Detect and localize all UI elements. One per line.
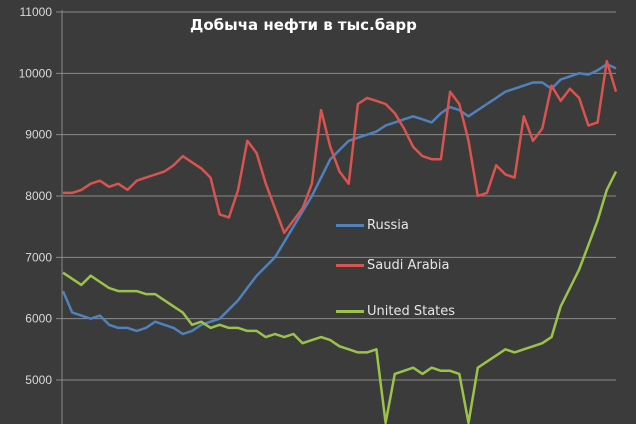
legend-label: Saudi Arabia [367,258,450,273]
series-lines [61,59,618,424]
y-tick-label: 6000 [25,312,52,326]
legend-item-saudi-arabia: Saudi Arabia [336,258,450,273]
y-tick-label: 9000 [25,128,52,142]
y-tick-label: 10000 [19,66,53,80]
saudi-arabia-line [63,59,618,235]
legend-item-united-states: United States [336,304,455,319]
y-tick-label: 8000 [25,189,52,203]
y-tick-label: 5000 [25,373,52,387]
united-states-swatch-icon [336,310,364,313]
legend-item-russia: Russia [336,218,409,233]
united-states-line [62,170,618,424]
y-tick-label: 7000 [25,250,52,264]
chart-title: Добыча нефти в тыс.барр [190,16,417,34]
gridlines [56,11,616,381]
legend-label: United States [367,304,456,319]
russia-line [61,62,617,336]
y-axis: 5000 6000 7000 8000 9000 10000 11000 [19,5,53,387]
y-tick-label: 11000 [20,5,53,19]
russia-swatch-icon [336,224,364,227]
saudi-arabia-swatch-icon [336,264,364,267]
legend-label: Russia [367,218,409,233]
